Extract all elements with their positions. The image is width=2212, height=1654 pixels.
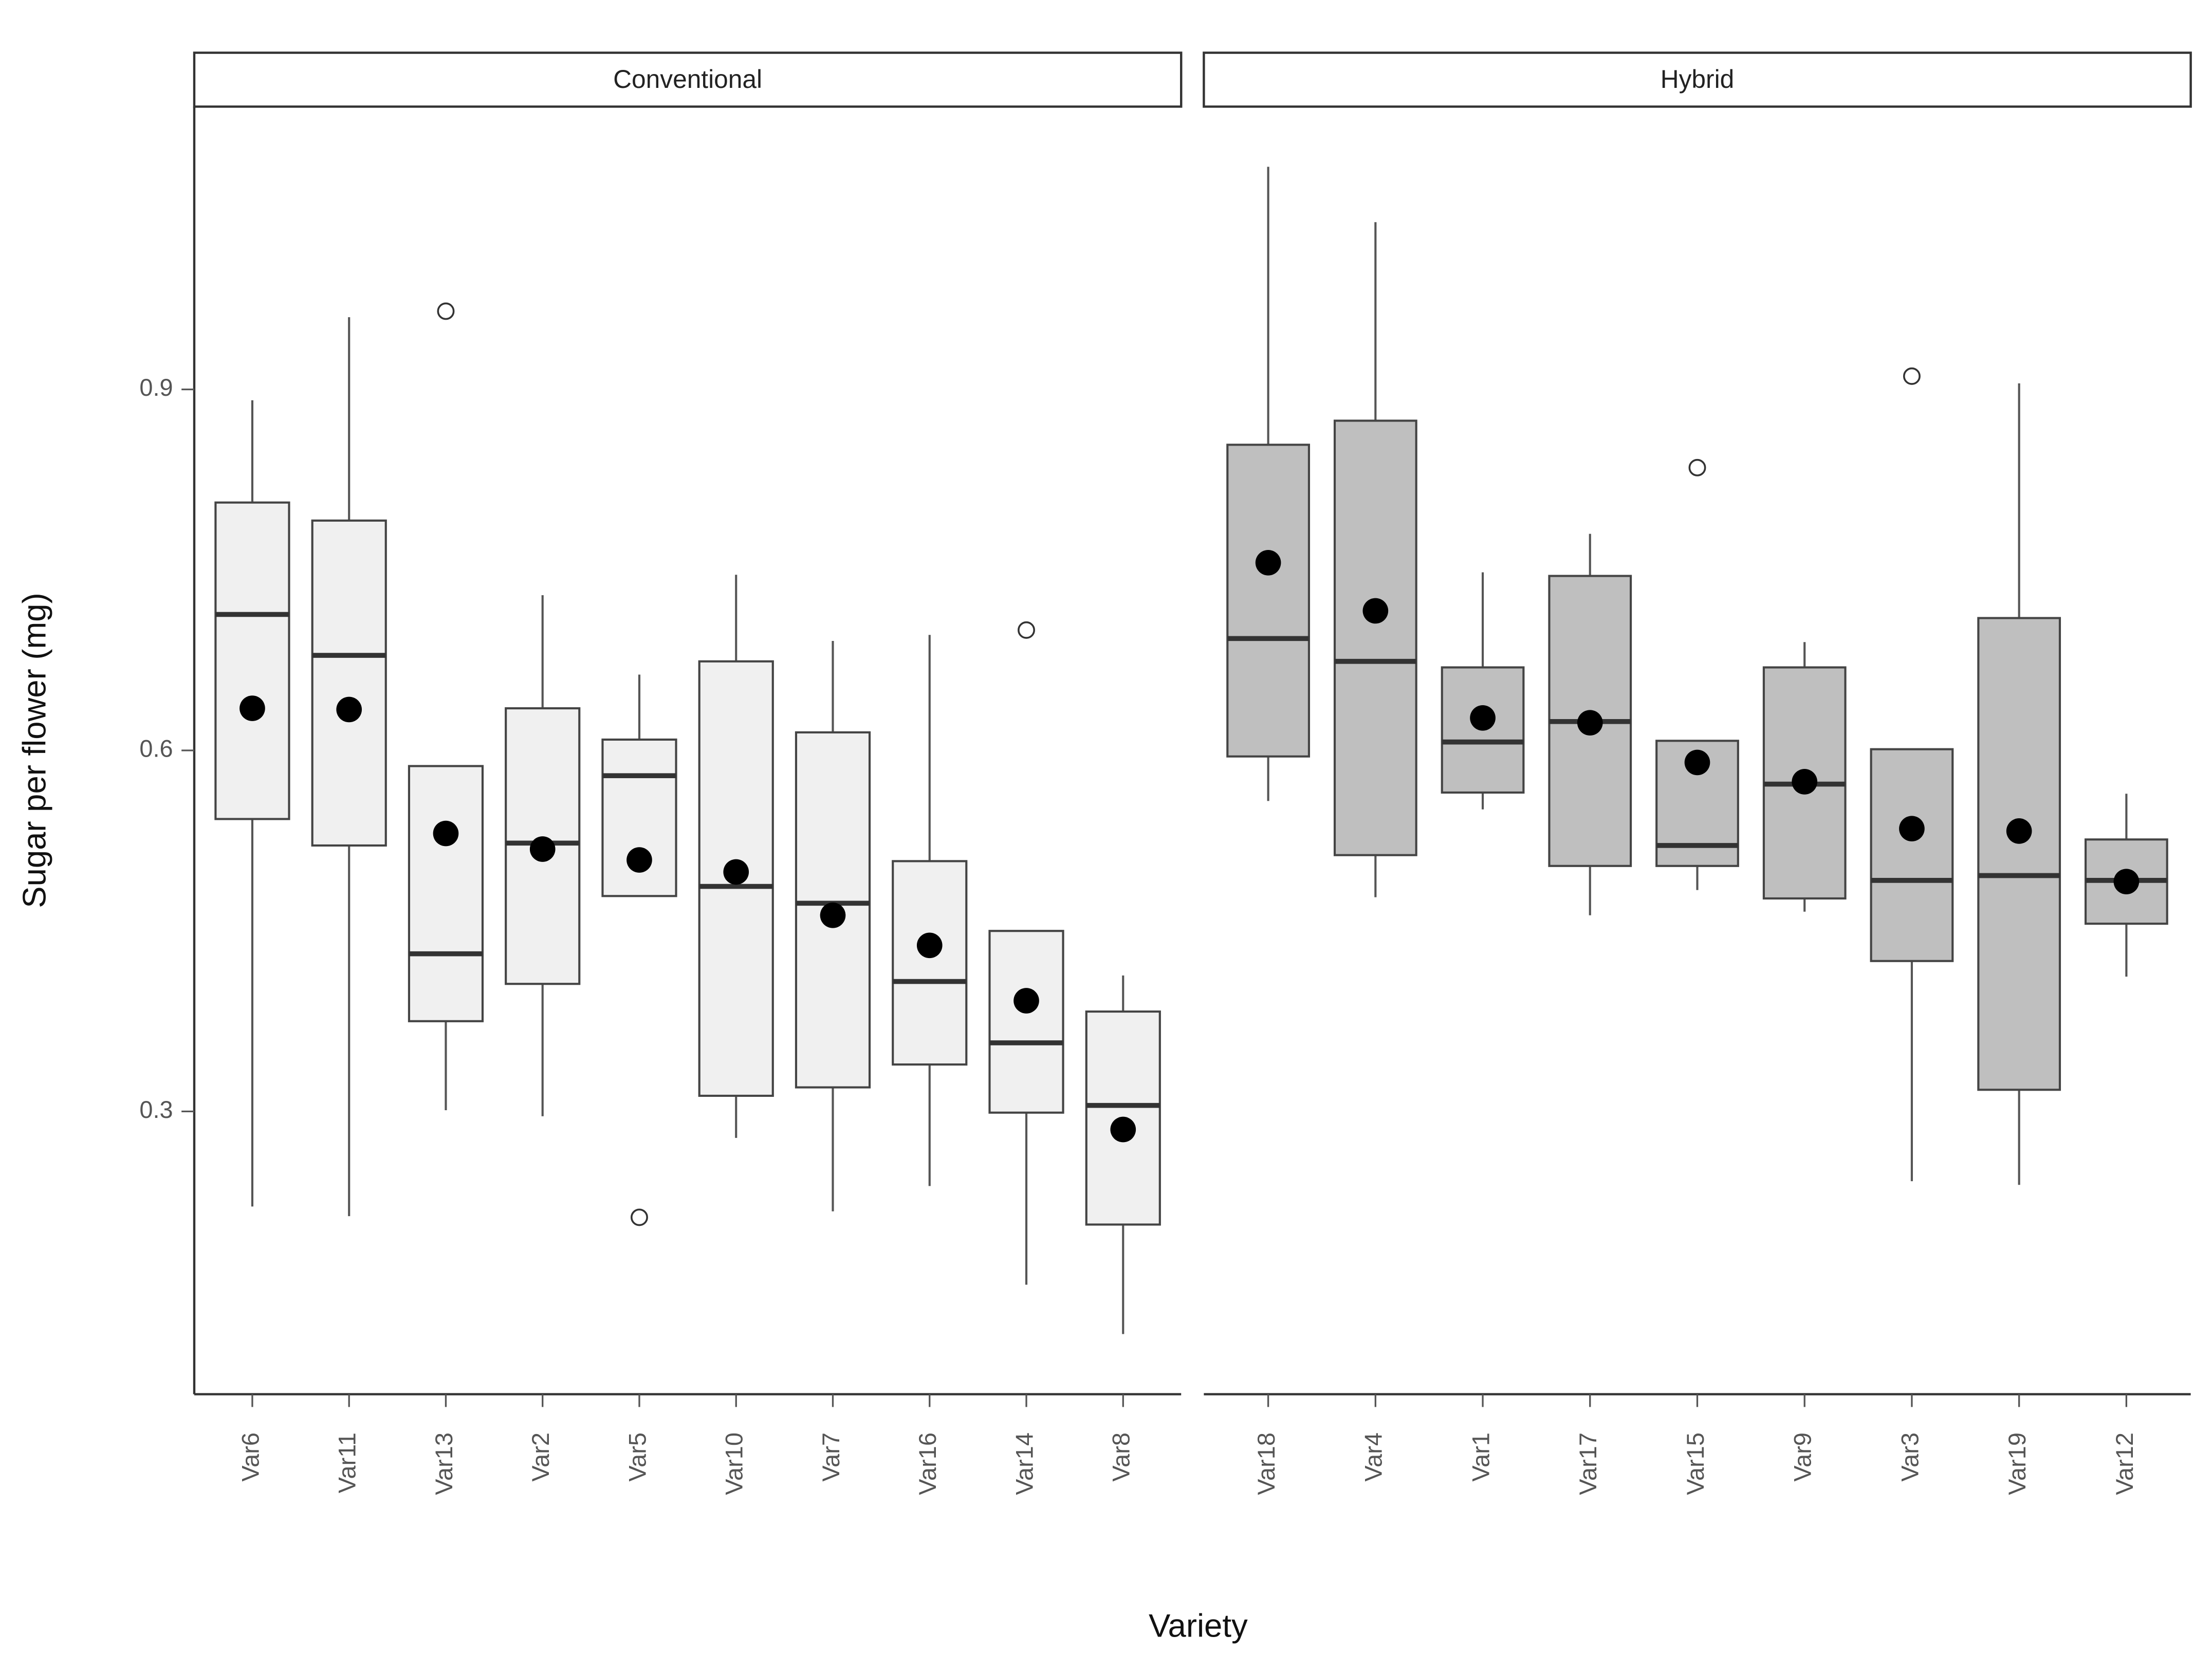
strip-label: Hybrid xyxy=(1661,65,1735,94)
mean xyxy=(2113,869,2140,895)
box xyxy=(1977,617,2061,1091)
x-tick-label: Var5 xyxy=(624,1432,651,1482)
x-tick-label: Var10 xyxy=(721,1432,748,1495)
x-tick-label: Var4 xyxy=(1360,1432,1387,1482)
mean xyxy=(723,859,749,885)
mean xyxy=(1792,769,1818,795)
x-tick-label: Var11 xyxy=(334,1432,361,1493)
mean xyxy=(433,820,459,847)
x-tick-label: Var14 xyxy=(1011,1432,1038,1495)
x-tick-label: Var16 xyxy=(914,1432,941,1495)
outlier xyxy=(437,302,455,320)
mean xyxy=(820,902,846,928)
x-tick-label: Var8 xyxy=(1108,1432,1135,1482)
box xyxy=(988,930,1064,1114)
mean xyxy=(1470,705,1496,731)
x-tick-label: Var12 xyxy=(2111,1432,2138,1495)
mean xyxy=(239,695,265,721)
box xyxy=(1870,748,1954,962)
x-axis-label: Variety xyxy=(1149,1608,1248,1644)
mean xyxy=(1013,988,1039,1014)
outlier xyxy=(1903,367,1921,385)
y-tick-label: 0.3 xyxy=(139,1096,173,1123)
y-tick-label: 0.9 xyxy=(139,374,173,401)
mean xyxy=(1899,816,1925,842)
mean xyxy=(336,696,362,723)
box xyxy=(214,501,290,820)
mean xyxy=(1110,1116,1136,1143)
x-tick-label: Var13 xyxy=(431,1432,457,1495)
box xyxy=(311,519,387,847)
mean xyxy=(916,932,943,959)
mean xyxy=(1684,749,1710,776)
strip xyxy=(1203,51,2192,108)
mean xyxy=(1362,598,1389,624)
box xyxy=(892,860,968,1066)
mean xyxy=(626,847,652,873)
mean xyxy=(529,836,556,862)
outlier xyxy=(631,1208,648,1226)
y-axis-label: Sugar per flower (mg) xyxy=(16,593,52,908)
box xyxy=(1226,444,1310,758)
mean xyxy=(1577,710,1603,736)
box xyxy=(795,731,871,1089)
x-tick-label: Var15 xyxy=(1682,1432,1709,1495)
y-tick-label: 0.6 xyxy=(139,735,173,762)
mean xyxy=(2006,818,2032,844)
mean xyxy=(1255,549,1281,576)
outlier xyxy=(1018,621,1035,639)
x-tick-label: Var3 xyxy=(1896,1432,1923,1482)
x-tick-label: Var6 xyxy=(237,1432,264,1482)
x-tick-label: Var19 xyxy=(2004,1432,2031,1495)
x-tick-label: Var18 xyxy=(1253,1432,1280,1495)
box xyxy=(408,765,484,1022)
x-tick-label: Var2 xyxy=(527,1432,554,1482)
box xyxy=(1333,419,1417,856)
x-tick-label: Var7 xyxy=(818,1432,844,1482)
x-tick-label: Var17 xyxy=(1575,1432,1601,1495)
x-tick-label: Var1 xyxy=(1467,1432,1494,1482)
outlier xyxy=(1688,458,1706,476)
strip-label: Conventional xyxy=(613,65,762,94)
x-tick-label: Var9 xyxy=(1790,1432,1816,1482)
strip xyxy=(193,51,1183,108)
